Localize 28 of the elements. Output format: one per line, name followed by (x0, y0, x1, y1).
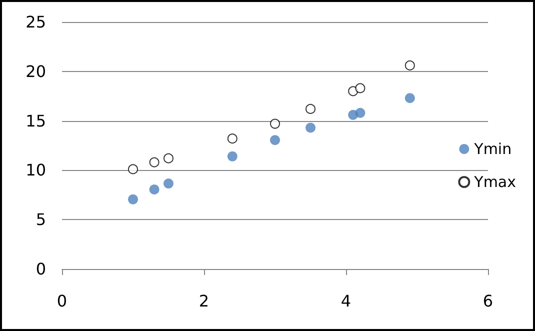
point (270, 118, 280, 129)
point (404, 93, 415, 104)
point (404, 60, 415, 70)
point (355, 108, 366, 118)
y-tick-label: 20 (26, 62, 46, 81)
x-tick-label: 0 (56, 292, 68, 310)
y-tick-label: 15 (26, 111, 46, 130)
point (306, 104, 316, 114)
point (128, 164, 138, 174)
y-tick-label: 25 (26, 12, 46, 32)
x-tick-label: 2 (198, 292, 210, 310)
point (355, 83, 366, 94)
point (227, 151, 238, 162)
legend-label: Ymin (473, 140, 512, 158)
y-tick-label: 10 (26, 160, 46, 180)
legend-label: Ymax (473, 173, 516, 191)
point (128, 194, 138, 204)
point (164, 153, 174, 164)
x-tick-label: 4 (340, 292, 352, 310)
point (227, 134, 238, 144)
point (164, 178, 174, 189)
x-tick-label: 6 (482, 292, 494, 310)
point (149, 157, 160, 168)
y-tick-label: 5 (36, 210, 46, 230)
point (306, 122, 316, 133)
point (270, 135, 280, 146)
point (149, 184, 160, 194)
y-tick-label: 0 (36, 260, 46, 278)
